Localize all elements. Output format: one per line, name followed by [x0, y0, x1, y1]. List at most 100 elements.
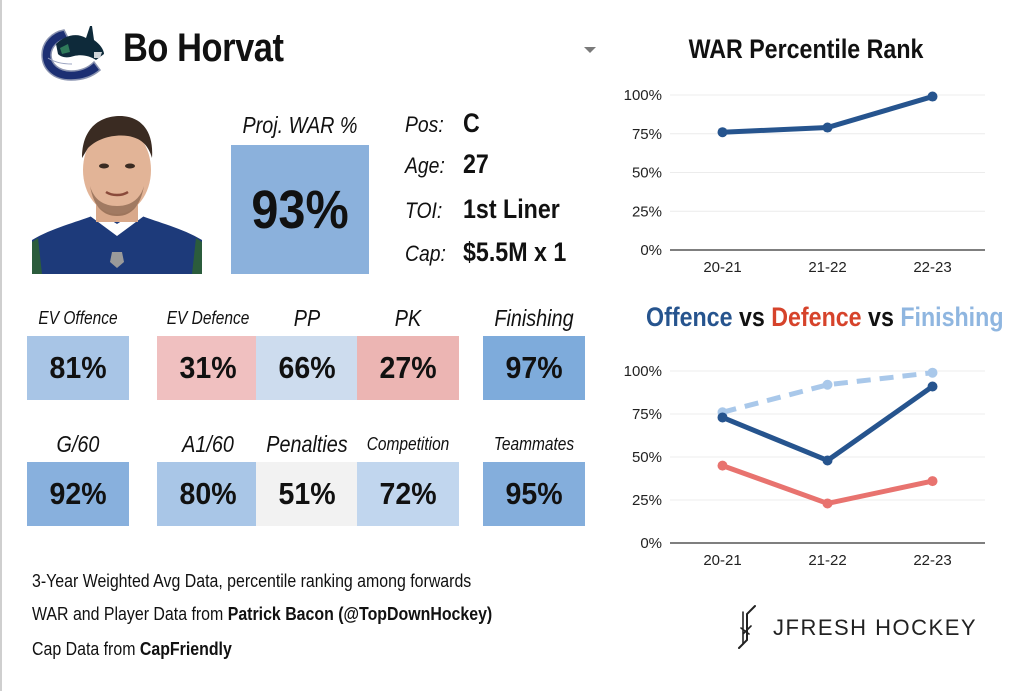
- data-point-offence: [717, 412, 728, 423]
- footnote-cap-source: Cap Data from CapFriendly: [32, 638, 232, 660]
- footnote-war-source-name: Patrick Bacon (@TopDownHockey): [227, 603, 493, 624]
- info-key: Pos:: [405, 112, 444, 137]
- y-tick-label: 25%: [632, 203, 662, 220]
- info-row-position: Pos: C: [405, 108, 483, 139]
- info-row-cap: Cap: $5.5M x 1: [405, 237, 583, 268]
- player-headshot-photo: [32, 112, 202, 274]
- proj-war-value: 93%: [251, 179, 349, 240]
- title-vs-2: vs: [861, 302, 901, 332]
- brand-logo: JFRESH HOCKEY: [735, 604, 977, 652]
- stat-value: 51%: [278, 476, 336, 511]
- stat-tile: 27%: [357, 336, 459, 400]
- stat-a1-60: A1/60 80%: [148, 430, 268, 526]
- data-point-defence: [927, 476, 938, 487]
- data-point-war: [822, 122, 833, 133]
- stat-competition: Competition 72%: [348, 430, 468, 526]
- x-tick-label: 21-22: [808, 552, 846, 569]
- info-value: $5.5M x 1: [463, 237, 567, 267]
- info-value: C: [463, 108, 480, 138]
- y-tick-label: 0%: [640, 535, 662, 552]
- data-point-finishing: [927, 367, 938, 378]
- y-tick-label: 50%: [632, 165, 662, 182]
- stat-tile: 31%: [157, 336, 259, 400]
- stat-tile: 81%: [27, 336, 129, 400]
- stat-label: A1/60: [182, 431, 234, 457]
- stat-tile: 92%: [27, 462, 129, 526]
- data-point-war: [717, 127, 728, 138]
- stat-label: EV Defence: [166, 308, 250, 328]
- info-key: Cap:: [405, 241, 446, 266]
- brand-text: JFRESH HOCKEY: [773, 615, 978, 640]
- stat-value: 31%: [179, 350, 237, 385]
- stat-value: 72%: [379, 476, 437, 511]
- x-tick-label: 20-21: [703, 552, 741, 569]
- info-key: Age:: [405, 153, 445, 178]
- title-offence: Offence: [646, 302, 733, 332]
- title-finishing: Finishing: [900, 302, 1004, 332]
- stat-g-60: G/60 92%: [18, 430, 138, 526]
- stat-label: Teammates: [493, 434, 575, 454]
- stat-tile: 51%: [256, 462, 358, 526]
- stat-ev-offence: EV Offence 81%: [18, 304, 138, 400]
- stat-tile: 97%: [483, 336, 585, 400]
- stat-finishing: Finishing 97%: [474, 304, 594, 400]
- stat-label: PP: [293, 305, 321, 331]
- jfresh-crossed-sticks-icon: [738, 605, 756, 649]
- stat-value: 92%: [49, 476, 107, 511]
- proj-war-label: Proj. WAR %: [242, 112, 358, 138]
- stat-teammates: Teammates 95%: [474, 430, 594, 526]
- stat-label: PK: [394, 305, 422, 331]
- stat-label: Competition: [366, 434, 450, 454]
- data-point-offence: [822, 455, 833, 466]
- series-line-offence: [720, 383, 935, 463]
- stat-label: Penalties: [266, 431, 348, 457]
- stat-value: 66%: [278, 350, 336, 385]
- stat-value: 97%: [505, 350, 563, 385]
- ovd-chart-title: Offence vs Defence vs Finishing: [646, 302, 1003, 333]
- info-row-age: Age: 27: [405, 149, 493, 180]
- war-chart-title: WAR Percentile Rank: [688, 34, 924, 64]
- info-value: 27: [463, 149, 489, 179]
- stat-tile: 66%: [256, 336, 358, 400]
- stat-pp: PP 66%: [247, 304, 367, 400]
- stat-penalties: Penalties 51%: [247, 430, 367, 526]
- stat-value: 95%: [505, 476, 563, 511]
- stat-label: EV Offence: [38, 308, 118, 328]
- info-key: TOI:: [405, 198, 443, 223]
- info-value: 1st Liner: [463, 194, 560, 224]
- stat-value: 80%: [179, 476, 237, 511]
- title-vs-1: vs: [732, 302, 772, 332]
- series-line-defence: [720, 463, 935, 506]
- series-line-finishing: [721, 370, 933, 415]
- footnote-war-source: WAR and Player Data from Patrick Bacon (…: [32, 603, 492, 625]
- player-dropdown-arrow-icon[interactable]: [584, 47, 596, 53]
- y-tick-label: 75%: [632, 126, 662, 143]
- y-tick-label: 75%: [632, 406, 662, 423]
- stat-pk: PK 27%: [348, 304, 468, 400]
- info-row-toi: TOI: 1st Liner: [405, 194, 576, 225]
- y-tick-label: 50%: [632, 449, 662, 466]
- stat-tile: 72%: [357, 462, 459, 526]
- y-tick-label: 100%: [624, 363, 662, 380]
- left-border: [0, 0, 2, 691]
- war-percentile-chart: 0% 25% 50% 75% 100% 20-21 21-22 22-23: [624, 87, 985, 276]
- footnote-cap-source-prefix: Cap Data from: [32, 638, 140, 659]
- proj-war-tile: 93%: [231, 145, 369, 274]
- y-tick-label: 100%: [624, 87, 662, 104]
- stat-ev-defence: EV Defence 31%: [148, 304, 268, 400]
- y-tick-label: 25%: [632, 492, 662, 509]
- data-point-war: [927, 91, 938, 102]
- footnote-war-source-prefix: WAR and Player Data from: [32, 603, 228, 624]
- x-tick-label: 22-23: [913, 552, 951, 569]
- stat-value: 81%: [49, 350, 107, 385]
- stat-tile: 95%: [483, 462, 585, 526]
- title-defence: Defence: [771, 302, 862, 332]
- stat-label: Finishing: [494, 305, 574, 331]
- x-tick-label: 20-21: [703, 259, 741, 276]
- y-tick-label: 0%: [640, 242, 662, 259]
- stat-label: G/60: [56, 431, 100, 457]
- footnote-methodology: 3-Year Weighted Avg Data, percentile ran…: [32, 570, 472, 591]
- canucks-orca-logo-icon: [41, 26, 104, 81]
- data-point-defence: [822, 498, 833, 509]
- data-point-defence: [717, 460, 728, 471]
